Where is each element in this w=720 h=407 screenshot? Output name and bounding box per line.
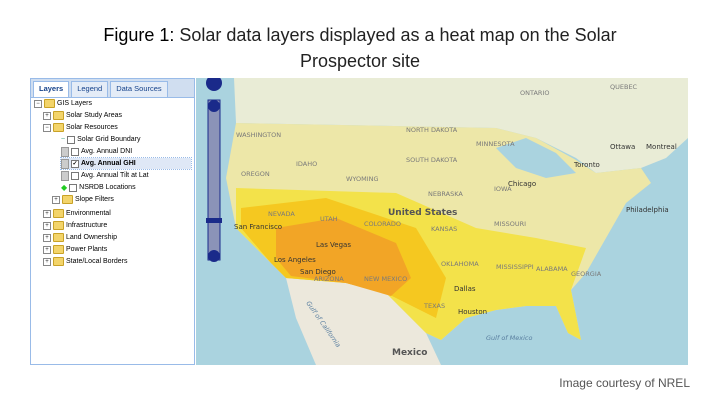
tree-item[interactable]: ✓ Avg. Annual GHI xyxy=(60,157,192,170)
tree-item[interactable]: + Land Ownership xyxy=(43,232,117,243)
zoom-in[interactable] xyxy=(208,100,220,112)
tree-label: Land Ownership xyxy=(66,234,117,241)
tree-item[interactable]: + Slope Filters xyxy=(52,194,114,205)
tree-item[interactable]: − GIS Layers xyxy=(34,98,92,109)
tree-label: Avg. Annual Tilt at Lat xyxy=(81,172,149,179)
map-label: NEW MEXICO xyxy=(364,275,407,283)
tree-label: NSRDB Locations xyxy=(79,184,136,191)
map-label: QUEBEC xyxy=(610,83,638,91)
tree-label: Avg. Annual DNI xyxy=(81,148,133,155)
tree-label: Power Plants xyxy=(66,246,108,253)
tree-label: Solar Grid Boundary xyxy=(77,136,141,143)
map-label: Toronto xyxy=(573,161,600,169)
zoom-handle[interactable] xyxy=(206,218,222,223)
tree-item[interactable]: + Infrastructure xyxy=(43,220,107,231)
tab[interactable]: Data Sources xyxy=(110,81,168,97)
map-label: GEORGIA xyxy=(571,270,602,278)
map-label: Philadelphia xyxy=(626,206,669,214)
map-label: Mexico xyxy=(392,348,427,358)
caption: Figure 1: Solar data layers displayed as… xyxy=(60,22,660,74)
map-label: OREGON xyxy=(241,170,270,178)
map-label: ALABAMA xyxy=(536,265,568,273)
tree-item[interactable]: + Power Plants xyxy=(43,244,107,255)
tree-item[interactable]: + Solar Study Areas xyxy=(43,110,122,121)
tabs: Layers Legend Data Sources xyxy=(31,79,194,98)
tree-label: Avg. Annual GHI xyxy=(81,160,136,167)
map-label: KANSAS xyxy=(431,225,457,233)
map-label: UTAH xyxy=(320,215,338,223)
map-label: COLORADO xyxy=(364,220,401,228)
map-label: Gulf of Mexico xyxy=(486,334,532,342)
map-label: Houston xyxy=(458,308,487,316)
map-label: NORTH DAKOTA xyxy=(406,126,458,134)
tree-label: Slope Filters xyxy=(75,196,114,203)
map-label: Las Vegas xyxy=(316,241,351,249)
tree-item[interactable]: ~ Solar Grid Boundary xyxy=(61,135,141,144)
layer-panel: Layers Legend Data Sources − GIS Layers +… xyxy=(30,78,195,365)
map-label: MISSISSIPPI xyxy=(496,263,534,271)
caption-text: Solar data layers displayed as a heat ma… xyxy=(179,25,617,71)
tab[interactable]: Legend xyxy=(71,81,109,97)
tree-item[interactable]: Avg. Annual DNI xyxy=(61,146,132,157)
map-label: SOUTH DAKOTA xyxy=(406,156,458,164)
great-lakes xyxy=(496,138,576,178)
map-label: United States xyxy=(388,208,457,218)
map-label: Chicago xyxy=(508,180,536,188)
map-label: San Francisco xyxy=(234,223,282,231)
map[interactable]: QUEBEC ONTARIO WASHINGTON NORTH DAKOTA M… xyxy=(196,78,688,365)
caption-label: Figure 1: xyxy=(103,25,175,45)
pan-button[interactable] xyxy=(206,78,222,91)
map-label: San Diego xyxy=(300,268,336,276)
zoom-slider[interactable] xyxy=(207,99,221,261)
tree-item[interactable]: Avg. Annual Tilt at Lat xyxy=(61,170,149,181)
map-label: MISSOURI xyxy=(494,220,526,228)
map-label: MINNESOTA xyxy=(476,140,515,148)
map-label: Dallas xyxy=(454,285,476,293)
map-label: Los Angeles xyxy=(274,256,316,264)
tab[interactable]: Layers xyxy=(33,81,70,97)
zoom-out[interactable] xyxy=(208,250,220,262)
tree-label: Solar Study Areas xyxy=(66,112,123,119)
mexico xyxy=(286,278,441,365)
tree-label: Environmental xyxy=(66,210,111,217)
credit: Image courtesy of NREL xyxy=(559,376,690,390)
map-label: WASHINGTON xyxy=(236,131,281,139)
map-label: Montreal xyxy=(646,143,677,151)
canada xyxy=(234,78,688,173)
map-label: TEXAS xyxy=(423,302,445,310)
tree-label: Solar Resources xyxy=(66,124,118,131)
tree-label: Infrastructure xyxy=(66,222,108,229)
map-label: OKLAHOMA xyxy=(441,260,479,268)
map-label: IOWA xyxy=(494,185,512,193)
map-label: WYOMING xyxy=(346,175,379,183)
heat-zone xyxy=(276,218,411,296)
tree-item[interactable]: ◆ NSRDB Locations xyxy=(61,183,136,192)
map-label: Ottawa xyxy=(610,143,635,151)
map-label: NEVADA xyxy=(268,210,295,218)
map-label: ARIZONA xyxy=(314,275,344,283)
tree-label: State/Local Borders xyxy=(66,258,128,265)
map-label: NEBRASKA xyxy=(428,190,463,198)
tree-item[interactable]: − Solar Resources xyxy=(43,122,118,133)
map-label: ONTARIO xyxy=(520,89,549,97)
tree-item[interactable]: + State/Local Borders xyxy=(43,256,127,267)
tree-label: GIS Layers xyxy=(57,100,93,107)
tree-item[interactable]: + Environmental xyxy=(43,208,111,219)
map-label: IDAHO xyxy=(296,160,317,168)
zoom-control[interactable] xyxy=(206,78,222,262)
